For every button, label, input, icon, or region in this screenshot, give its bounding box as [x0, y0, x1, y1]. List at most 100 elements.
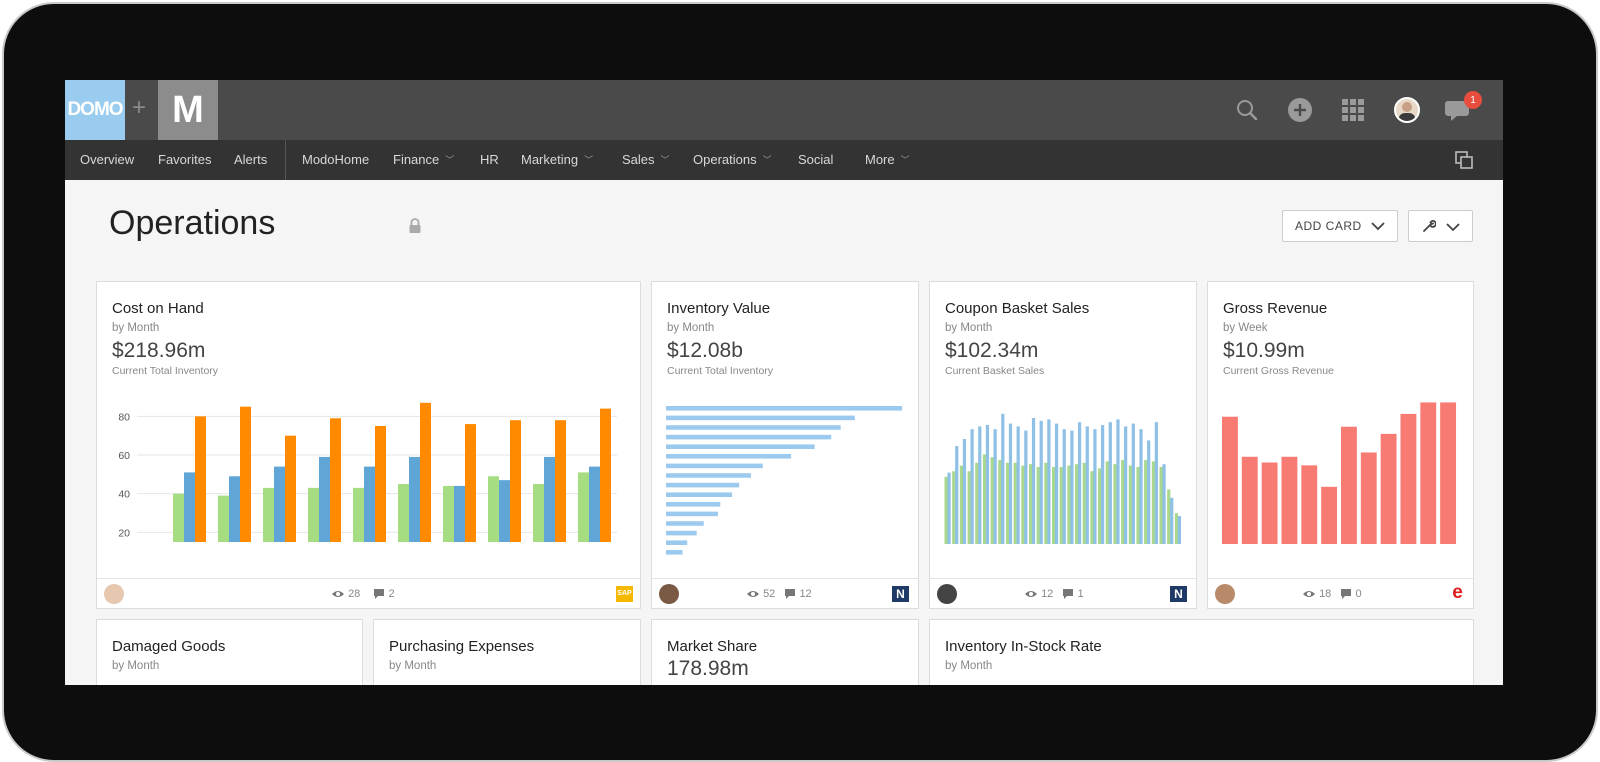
bar	[982, 454, 987, 544]
bar	[589, 466, 600, 542]
add-icon[interactable]	[1286, 96, 1314, 124]
owner-avatar[interactable]	[659, 584, 679, 604]
nav-social[interactable]: Social	[798, 152, 834, 167]
bar	[533, 484, 544, 542]
bar	[1062, 429, 1066, 544]
card-value: $218.96m	[112, 339, 206, 362]
sap-connector-logo: SAP	[616, 586, 633, 602]
nav-more[interactable]: More ﹀	[865, 140, 910, 180]
card-gross-revenue[interactable]: Gross Revenue by Week $10.99m Current Gr…	[1207, 281, 1474, 609]
nav-finance[interactable]: Finance ﹀	[393, 140, 454, 180]
card-purchasing-expenses[interactable]: Purchasing Expenses by Month	[373, 619, 641, 685]
bar	[409, 456, 420, 542]
bar	[993, 429, 997, 544]
page-tools-button[interactable]	[1408, 210, 1473, 242]
nav-favorites[interactable]: Favorites	[158, 152, 212, 167]
bar	[1044, 462, 1048, 544]
coupon-basket-sales-chart	[944, 413, 1182, 544]
add-card-button[interactable]: ADD CARD	[1282, 210, 1398, 242]
bar	[1016, 426, 1020, 544]
app-grid-icon[interactable]	[1339, 96, 1367, 124]
owner-avatar[interactable]	[937, 584, 957, 604]
card-title: Damaged Goods	[112, 638, 226, 655]
user-avatar[interactable]	[1394, 97, 1420, 123]
owner-avatar[interactable]	[104, 584, 124, 604]
nav-operations[interactable]: Operations ﹀	[693, 140, 772, 180]
bar	[1440, 402, 1457, 544]
nav-alerts[interactable]: Alerts	[234, 152, 268, 167]
comment-count: 2	[388, 588, 395, 600]
nav-bar: Overview Favorites Alerts ModoHome Finan…	[65, 140, 1503, 180]
bar	[1151, 461, 1156, 544]
card-footer: 12 1 N	[930, 578, 1196, 608]
bar	[1039, 420, 1043, 544]
bar	[666, 434, 832, 440]
bar	[1070, 430, 1074, 544]
y-tick-label: 20	[118, 527, 130, 539]
eye-icon	[1303, 591, 1315, 597]
view-count: 52	[763, 588, 776, 600]
bar	[1131, 423, 1135, 544]
domo-logo[interactable]: DOMO	[65, 80, 125, 140]
bar	[1085, 426, 1089, 544]
bar	[1321, 486, 1338, 544]
chat-icon[interactable]	[1445, 96, 1473, 124]
bar	[1047, 419, 1051, 544]
bar	[1051, 467, 1056, 544]
nav-sales[interactable]: Sales ﹀	[622, 140, 670, 180]
brand-plus-separator: +	[132, 94, 147, 121]
card-title: Gross Revenue	[1223, 300, 1328, 317]
y-tick-label: 60	[118, 450, 130, 462]
card-period: by Month	[667, 322, 715, 334]
card-inventory-in-stock-rate[interactable]: Inventory In-Stock Rate by Month	[929, 619, 1474, 685]
bar	[666, 550, 683, 555]
chevron-down-icon	[1446, 223, 1460, 232]
bar	[1005, 462, 1010, 544]
card-period: by Month	[945, 322, 993, 334]
bar	[959, 465, 964, 544]
chevron-down-icon: ﹀	[900, 155, 910, 165]
bar	[955, 446, 959, 544]
card-description: Current Total Inventory	[667, 365, 774, 377]
bar	[1159, 467, 1163, 544]
page-title: Operations	[109, 204, 276, 242]
bar	[1008, 423, 1013, 544]
bar	[1136, 467, 1140, 544]
app-screen: DOMO + M 1 Overview Favorites Alerts	[65, 80, 1503, 685]
inventory-value-chart	[666, 406, 902, 555]
bar	[1380, 433, 1397, 544]
bar	[1059, 467, 1063, 544]
bar	[285, 435, 296, 542]
card-footer: 28 2 SAP	[97, 578, 640, 608]
card-title: Coupon Basket Sales	[945, 300, 1090, 317]
top-bar: DOMO + M 1	[65, 80, 1503, 140]
bar	[1341, 426, 1357, 544]
card-value: $10.99m	[1223, 339, 1305, 362]
bar	[1036, 467, 1040, 544]
bar	[1170, 497, 1174, 544]
nav-overview[interactable]: Overview	[80, 152, 135, 167]
owner-avatar[interactable]	[1215, 584, 1235, 604]
nav-marketing[interactable]: Marketing ﹀	[521, 140, 593, 180]
card-inventory-value[interactable]: Inventory Value by Month $12.08b Current…	[651, 281, 919, 609]
bar	[510, 420, 521, 542]
bar	[1281, 456, 1298, 544]
bar	[1360, 452, 1377, 544]
card-footer: 18 0 e	[1208, 578, 1473, 608]
nav-hr[interactable]: HR	[480, 152, 499, 167]
bar	[1420, 402, 1437, 544]
comment-icon	[785, 589, 796, 599]
eye-icon	[1025, 591, 1037, 597]
bar	[173, 493, 184, 542]
card-coupon-basket-sales[interactable]: Coupon Basket Sales by Month $102.34m Cu…	[929, 281, 1197, 609]
search-icon[interactable]	[1233, 96, 1261, 124]
card-market-share[interactable]: Market Share 178.98m	[651, 619, 919, 685]
bar	[1013, 462, 1017, 544]
nav-modohome[interactable]: ModoHome	[302, 152, 370, 167]
bar	[975, 462, 979, 544]
card-damaged-goods[interactable]: Damaged Goods by Month	[96, 619, 363, 685]
layers-icon[interactable]	[1455, 151, 1475, 169]
bar	[666, 530, 697, 536]
customer-logo[interactable]: M	[158, 80, 218, 140]
card-cost-on-hand[interactable]: Cost on Hand by Month $218.96m Current T…	[96, 281, 641, 609]
